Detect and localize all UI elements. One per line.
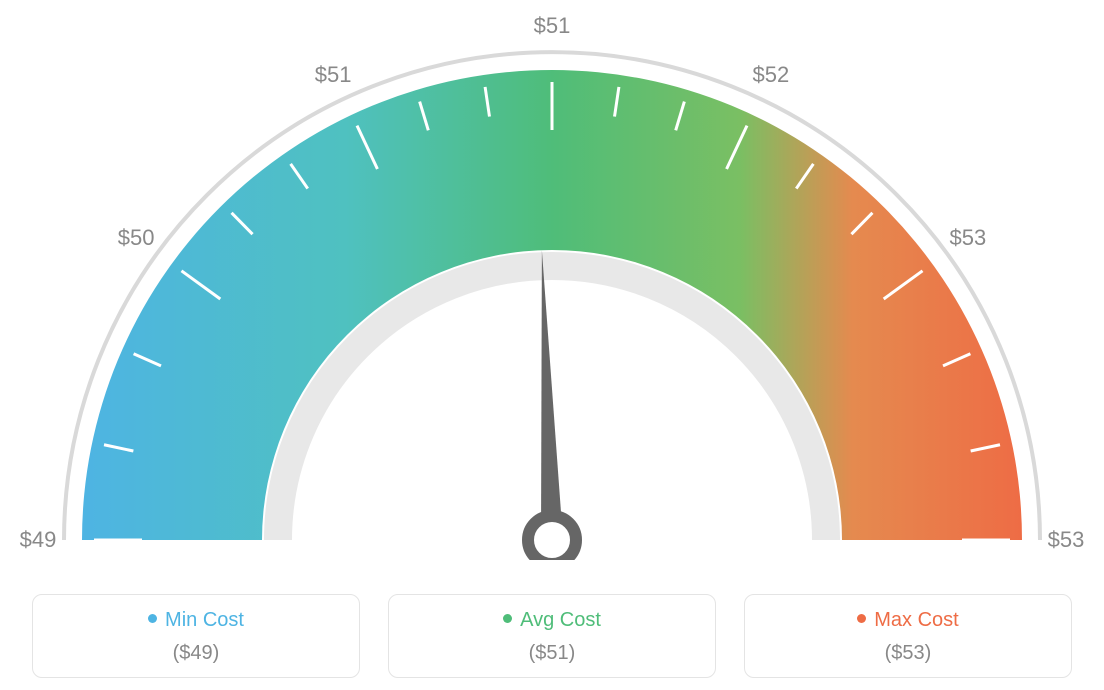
gauge-hub xyxy=(528,516,576,560)
legend-value: ($53) xyxy=(755,642,1061,665)
legend-title: Avg Cost xyxy=(399,609,705,632)
legend-title: Max Cost xyxy=(755,609,1061,632)
gauge-tick-label: $51 xyxy=(534,13,571,39)
gauge-tick-label: $53 xyxy=(1048,527,1085,553)
gauge-tick-label: $50 xyxy=(118,225,155,251)
legend-dot-icon xyxy=(857,614,866,623)
legend-card: Min Cost ($49) xyxy=(32,594,360,678)
legend-row: Min Cost ($49) Avg Cost ($51) Max Cost ($53) xyxy=(0,594,1104,678)
cost-gauge: $49 $50 $51 $51 $52 $53 $53 xyxy=(0,0,1104,560)
legend-dot-icon xyxy=(148,614,157,623)
gauge-tick-label: $49 xyxy=(20,527,57,553)
legend-card: Avg Cost ($51) xyxy=(388,594,716,678)
legend-value: ($51) xyxy=(399,642,705,665)
legend-title-text: Avg Cost xyxy=(520,609,601,631)
legend-value: ($49) xyxy=(43,642,349,665)
legend-title-text: Max Cost xyxy=(874,609,958,631)
legend-title: Min Cost xyxy=(43,609,349,632)
legend-dot-icon xyxy=(503,614,512,623)
gauge-needle xyxy=(541,250,563,540)
legend-card: Max Cost ($53) xyxy=(744,594,1072,678)
gauge-tick-label: $53 xyxy=(949,225,986,251)
gauge-svg xyxy=(0,0,1104,560)
gauge-tick-label: $52 xyxy=(752,62,789,88)
legend-title-text: Min Cost xyxy=(165,609,244,631)
gauge-tick-label: $51 xyxy=(315,62,352,88)
